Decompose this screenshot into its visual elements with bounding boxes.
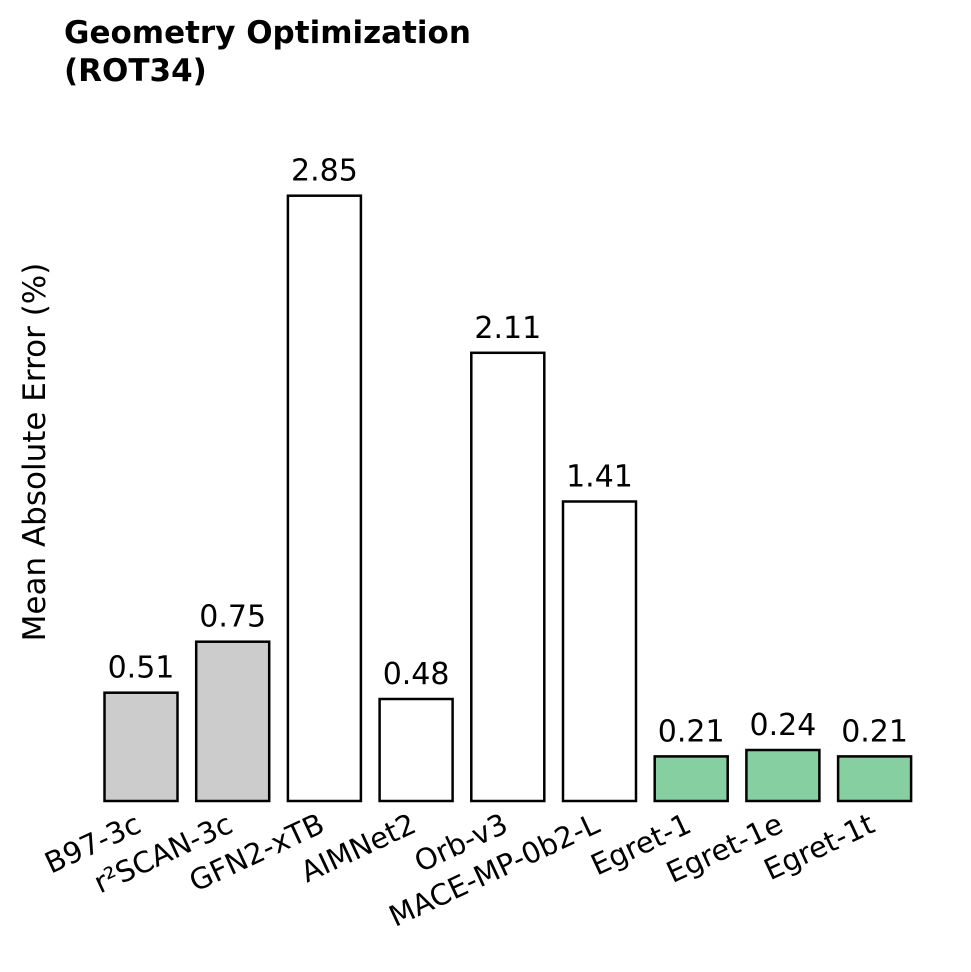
y-axis-label: Mean Absolute Error (%) <box>17 263 53 642</box>
bar-gfn2-xtb <box>286 194 363 803</box>
bar-aimnet2 <box>378 697 454 803</box>
bar-r-scan-3c <box>194 640 271 803</box>
bar-egret-1 <box>653 755 729 803</box>
bars-group <box>103 194 913 803</box>
value-label-egret-1: 0.21 <box>658 714 725 749</box>
value-label-mace-mp-0b2-l: 1.41 <box>566 460 633 495</box>
bar-orb-v3 <box>470 351 546 803</box>
bar-egret-1t <box>836 755 913 803</box>
value-label-gfn2-xtb: 2.85 <box>291 154 358 189</box>
bar-b97-3c <box>103 691 179 803</box>
x-tick-labels-group: B97-3cr²SCAN-3cGFN2-xTBAIMNet2Orb-v3MACE… <box>39 807 879 934</box>
bar-mace-mp-0b2-l <box>561 500 638 803</box>
value-label-b97-3c: 0.51 <box>108 651 175 686</box>
value-label-aimnet2: 0.48 <box>383 657 450 692</box>
value-labels-group: 0.51 0.75 2.85 0.48 2.11 1.41 0.21 0.24 0.21 <box>108 154 908 750</box>
value-label-orb-v3: 2.11 <box>474 311 541 346</box>
value-label-egret-1t: 0.21 <box>841 714 908 749</box>
value-label-r-scan-3c: 0.75 <box>199 600 266 635</box>
chart-title: Geometry Optimization (ROT34) <box>64 15 471 89</box>
value-label-egret-1e: 0.24 <box>750 708 817 743</box>
bar-egret-1e <box>745 748 821 803</box>
